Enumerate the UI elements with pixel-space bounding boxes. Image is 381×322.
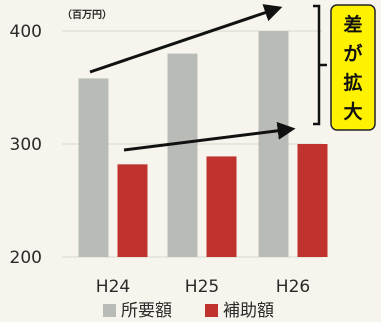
bar-subsidy-h24 <box>117 164 148 257</box>
trend-arrows <box>89 4 296 152</box>
callout-char: が <box>343 42 362 65</box>
y-tick-label: 300 <box>10 135 42 155</box>
arrow-subsidy-trend <box>123 121 296 152</box>
arrow-required-trend <box>89 4 283 74</box>
bar-subsidy-h25 <box>206 156 237 257</box>
legend: 所要額 補助額 <box>103 301 274 321</box>
bar-required-h26 <box>258 31 289 257</box>
callout-char: 大 <box>343 100 362 123</box>
legend-swatch <box>205 304 218 317</box>
bar-required-h25 <box>167 53 198 257</box>
x-tick-label: H24 <box>96 277 130 297</box>
x-axis-categories: H24 H25 H26 <box>96 277 310 297</box>
bar-subsidy-h26 <box>297 144 328 257</box>
gap-bracket <box>313 4 327 126</box>
legend-swatch <box>103 304 116 317</box>
y-axis-ticks: 200 300 400 <box>10 22 42 268</box>
x-tick-label: H25 <box>185 277 219 297</box>
callout-char: 差 <box>343 13 362 36</box>
unit-label: （百万円） <box>62 8 112 21</box>
callout-box <box>330 4 376 131</box>
bar-required-h24 <box>78 78 109 258</box>
legend-label: 所要額 <box>121 301 172 321</box>
bars <box>78 31 328 258</box>
bracket-line <box>313 4 327 126</box>
callout-char: 拡 <box>343 71 362 94</box>
legend-label: 補助額 <box>223 301 274 321</box>
y-tick-label: 200 <box>10 248 42 268</box>
y-tick-label: 400 <box>10 22 42 42</box>
x-tick-label: H26 <box>276 277 310 297</box>
